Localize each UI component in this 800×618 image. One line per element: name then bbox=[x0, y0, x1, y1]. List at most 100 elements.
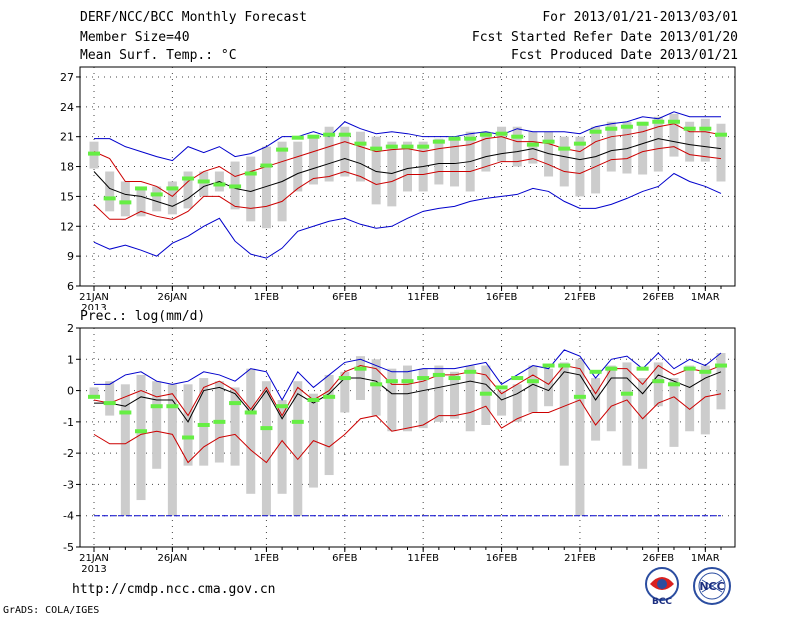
observed-marker bbox=[401, 144, 414, 149]
observed-marker bbox=[417, 144, 430, 149]
observed-marker bbox=[370, 146, 383, 151]
ensemble-box bbox=[653, 362, 663, 407]
ensemble-box bbox=[434, 365, 444, 422]
observed-marker bbox=[573, 141, 586, 146]
x-tick-label: 1MAR bbox=[691, 553, 720, 564]
observed-marker bbox=[448, 376, 461, 381]
refer-date: Fcst Started Refer Date 2013/01/20 bbox=[471, 30, 738, 45]
x-tick-label: 21JAN bbox=[79, 292, 109, 303]
x-tick-label: 11FEB bbox=[407, 553, 439, 564]
observed-marker bbox=[150, 192, 163, 197]
ensemble-box bbox=[183, 384, 193, 466]
observed-marker bbox=[573, 394, 586, 399]
chart-title: DERF/NCC/BCC Monthly Forecast bbox=[80, 10, 307, 25]
ensemble-box bbox=[293, 141, 303, 192]
ensemble-box bbox=[700, 365, 710, 435]
x-tick-label: 1FEB bbox=[254, 292, 279, 303]
ensemble-box bbox=[183, 171, 193, 209]
ensemble-box bbox=[685, 121, 695, 162]
x-tick-year-label: 2013 bbox=[81, 564, 106, 575]
observed-marker bbox=[182, 176, 195, 181]
ensemble-box bbox=[293, 381, 303, 516]
observed-marker bbox=[103, 401, 116, 406]
ensemble-box bbox=[355, 356, 365, 400]
observed-marker bbox=[511, 134, 524, 139]
ensemble-box bbox=[89, 387, 99, 397]
precip-label: Prec.: log(mm/d) bbox=[80, 309, 206, 324]
observed-marker bbox=[526, 379, 539, 384]
ensemble-box bbox=[606, 365, 616, 432]
ncc-logo-text: NCC bbox=[699, 580, 724, 593]
y-tick-label: 15 bbox=[60, 190, 74, 203]
observed-marker bbox=[244, 410, 257, 415]
ensemble-box bbox=[308, 393, 318, 488]
observed-marker bbox=[652, 379, 665, 384]
ncc-logo: NCC bbox=[693, 567, 731, 605]
ensemble-box bbox=[230, 387, 240, 466]
observed-marker bbox=[166, 404, 179, 409]
observed-marker bbox=[526, 142, 539, 147]
ensemble-box bbox=[622, 121, 632, 174]
observed-marker bbox=[511, 376, 524, 381]
y-tick-label: 2 bbox=[67, 322, 74, 335]
observed-marker bbox=[291, 135, 304, 140]
observed-marker bbox=[166, 186, 179, 191]
ensemble-box bbox=[136, 374, 146, 501]
ensemble-box bbox=[716, 353, 726, 410]
ensemble-box bbox=[167, 384, 177, 516]
ensemble-box bbox=[653, 116, 663, 172]
observed-marker bbox=[291, 419, 304, 424]
ensemble-box bbox=[434, 138, 444, 185]
observed-marker bbox=[182, 435, 195, 440]
ensemble-box bbox=[622, 362, 632, 466]
observed-marker bbox=[699, 369, 712, 374]
ensemble-box bbox=[418, 368, 428, 429]
x-tick-year-label: 2013 bbox=[81, 303, 106, 310]
y-tick-label: 18 bbox=[60, 161, 74, 174]
observed-marker bbox=[448, 136, 461, 141]
ensemble-box bbox=[105, 381, 115, 416]
ensemble-box bbox=[450, 371, 460, 419]
y-tick-label: 24 bbox=[60, 101, 74, 114]
observed-marker bbox=[432, 372, 445, 377]
observed-marker bbox=[88, 394, 100, 399]
series-line-mean bbox=[93, 138, 722, 207]
observed-marker bbox=[135, 429, 148, 434]
series-line-mean bbox=[94, 371, 722, 423]
ensemble-box bbox=[669, 378, 679, 447]
ensemble-box bbox=[544, 368, 554, 407]
y-tick-label: 21 bbox=[60, 131, 74, 144]
observed-marker bbox=[636, 366, 649, 371]
observed-marker bbox=[495, 131, 508, 136]
observed-marker bbox=[589, 129, 602, 134]
y-tick-label: 12 bbox=[60, 220, 74, 233]
ensemble-box bbox=[136, 186, 146, 217]
x-tick-label: 1FEB bbox=[254, 553, 279, 564]
ensemble-box bbox=[638, 378, 648, 469]
x-tick-label: 16FEB bbox=[486, 292, 518, 303]
observed-marker bbox=[213, 419, 226, 424]
ensemble-box bbox=[465, 365, 475, 432]
ensemble-box bbox=[387, 368, 397, 432]
observed-marker bbox=[432, 139, 445, 144]
observed-marker bbox=[558, 363, 571, 368]
observed-marker bbox=[260, 426, 273, 431]
observed-marker bbox=[244, 171, 257, 176]
observed-marker bbox=[715, 132, 727, 137]
bcc-logo-text: BCC bbox=[652, 597, 672, 606]
observed-marker bbox=[683, 126, 696, 131]
ensemble-box bbox=[575, 136, 585, 197]
observed-marker bbox=[620, 124, 633, 129]
observed-marker bbox=[715, 363, 727, 368]
observed-marker bbox=[197, 179, 210, 184]
observed-marker bbox=[88, 151, 100, 156]
ensemble-box bbox=[152, 381, 162, 469]
observed-marker bbox=[119, 200, 132, 205]
website-url[interactable]: http://cmdp.ncc.cma.gov.cn bbox=[72, 582, 276, 597]
x-tick-label: 21JAN bbox=[79, 553, 109, 564]
ensemble-box bbox=[591, 126, 601, 194]
ensemble-box bbox=[246, 368, 256, 494]
observed-marker bbox=[699, 126, 712, 131]
x-tick-label: 21FEB bbox=[564, 292, 596, 303]
